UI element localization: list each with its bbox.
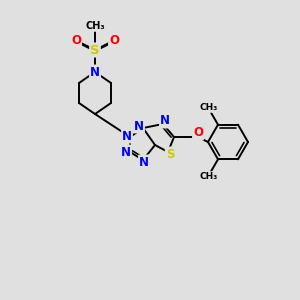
Text: N: N bbox=[90, 65, 100, 79]
Text: CH₃: CH₃ bbox=[200, 103, 218, 112]
Text: N: N bbox=[134, 119, 144, 133]
Text: CH₃: CH₃ bbox=[200, 172, 218, 181]
Text: N: N bbox=[160, 115, 170, 128]
Text: N: N bbox=[122, 130, 132, 142]
Text: O: O bbox=[71, 34, 81, 46]
Text: S: S bbox=[166, 148, 174, 160]
Text: CH₃: CH₃ bbox=[85, 21, 105, 31]
Text: N: N bbox=[121, 146, 131, 158]
Text: O: O bbox=[109, 34, 119, 46]
Text: N: N bbox=[139, 155, 149, 169]
Text: S: S bbox=[90, 44, 100, 56]
Text: O: O bbox=[193, 127, 203, 140]
